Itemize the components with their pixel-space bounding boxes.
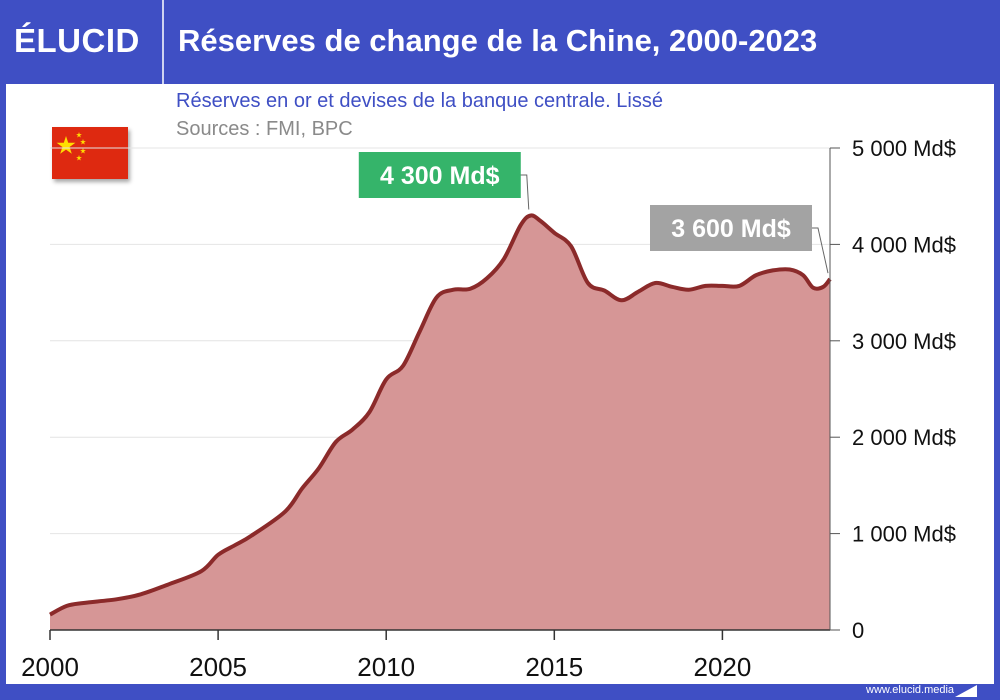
page-title: Réserves de change de la Chine, 2000-202…: [178, 23, 818, 58]
x-tick-label: 2010: [357, 652, 415, 682]
annotation-box: [650, 205, 812, 251]
y-tick-label: 1 000 Md$: [852, 522, 956, 547]
reserves-line: [49, 213, 832, 617]
y-tick-label: 2 000 Md$: [852, 425, 956, 450]
footer-url[interactable]: www.elucid.media: [866, 684, 955, 696]
flag-small-star: [76, 132, 82, 138]
annotation-box: [358, 152, 521, 198]
x-tick-label: 2015: [525, 652, 583, 682]
reserves-area: [50, 215, 830, 630]
flag-small-star: [80, 148, 86, 154]
y-tick-label: 5 000 Md$: [852, 136, 956, 161]
annotation-text: 3 600 Md$: [671, 215, 791, 243]
y-tick-label: 0: [852, 618, 864, 643]
last-value-label: 3 600 Md$: [650, 205, 829, 274]
elucid-logo[interactable]: ÉLUCID: [14, 22, 140, 59]
annotation-text: 4 300 Md$: [380, 162, 500, 190]
x-tick-label: 2000: [21, 652, 79, 682]
header-divider: [162, 0, 164, 84]
y-tick-label: 4 000 Md$: [852, 232, 956, 257]
y-tick-label: 3 000 Md$: [852, 329, 956, 354]
peak-value-label: 4 300 Md$: [358, 152, 530, 210]
chart-sources: Sources : FMI, BPC: [176, 118, 353, 140]
value-annotations: 4 300 Md$ 3 600 Md$: [358, 152, 829, 274]
x-tick-label: 2020: [693, 652, 751, 682]
y-axis-ticks: 0 1 000 Md$ 2 000 Md$ 3 000 Md$ 4 000 Md$ 5 0…: [830, 136, 956, 643]
china-flag-icon: [52, 127, 128, 179]
flag-small-star: [76, 155, 82, 161]
flag-small-star: [80, 139, 86, 145]
flag-big-star: [56, 136, 76, 154]
x-axis-ticks: 2000 2005 2010 2015 2020: [21, 630, 751, 682]
x-tick-label: 2005: [189, 652, 247, 682]
chart-subtitle: Réserves en or et devises de la banque c…: [176, 90, 663, 112]
elucid-mark-icon: [955, 685, 977, 697]
header-bar: ÉLUCID Réserves de change de la Chine, 2…: [0, 0, 1000, 84]
